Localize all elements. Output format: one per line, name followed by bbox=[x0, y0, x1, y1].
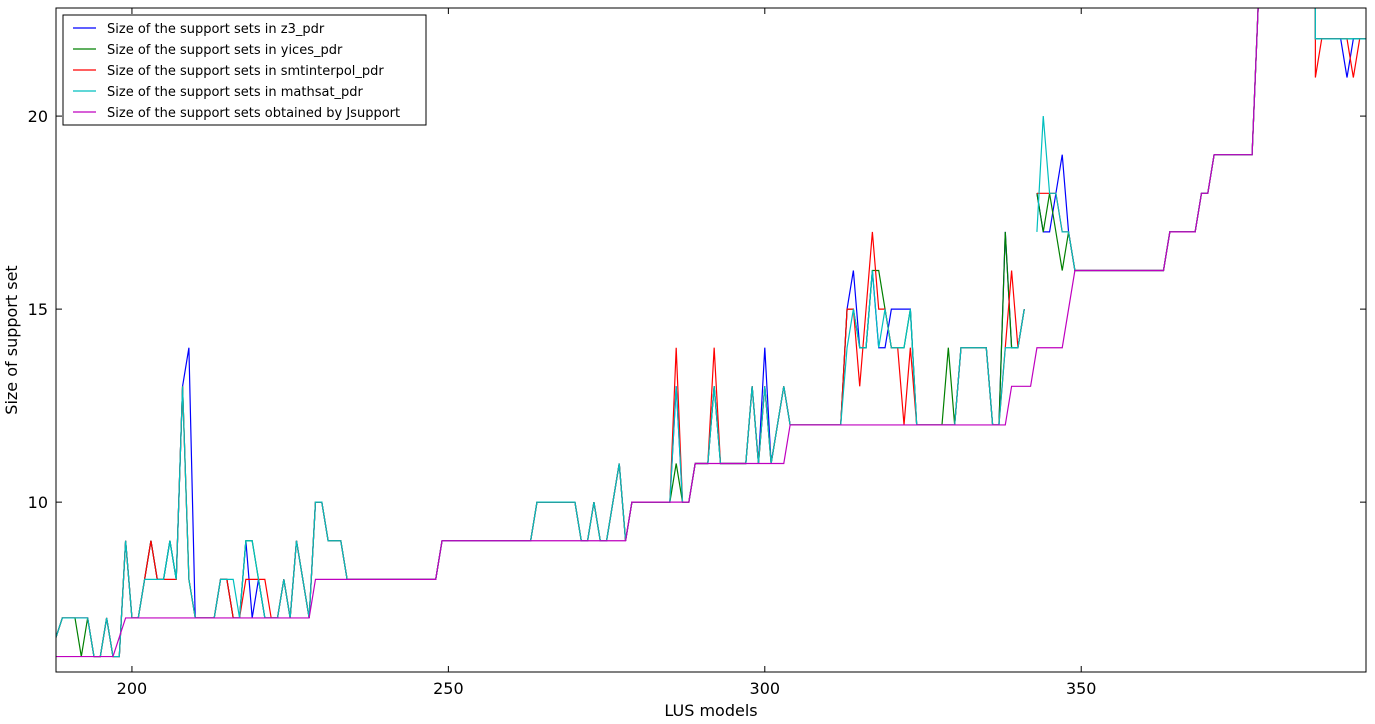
x-axis-label: LUS models bbox=[664, 701, 757, 720]
x-tick-label: 200 bbox=[117, 679, 148, 698]
series-line-4 bbox=[56, 8, 1259, 658]
x-tick-label: 300 bbox=[750, 679, 781, 698]
series-layer bbox=[56, 8, 1366, 658]
legend-label: Size of the support sets obtained by Jsu… bbox=[107, 106, 400, 121]
plot-frame bbox=[55, 7, 1367, 673]
legend-label: Size of the support sets in z3_pdr bbox=[107, 22, 325, 37]
y-tick-label: 10 bbox=[28, 493, 48, 512]
x-tick-label: 250 bbox=[433, 679, 464, 698]
tick-layer: 200 250 300 350 10 15 20 bbox=[28, 8, 1366, 698]
legend: Size of the support sets in z3_pdr Size o… bbox=[62, 14, 427, 126]
y-tick-label: 15 bbox=[28, 300, 48, 319]
legend-label: Size of the support sets in mathsat_pdr bbox=[107, 85, 364, 100]
legend-box bbox=[62, 14, 427, 126]
x-tick-label: 350 bbox=[1066, 679, 1097, 698]
y-axis-label: Size of support set bbox=[2, 265, 21, 414]
legend-label: Size of the support sets in yices_pdr bbox=[107, 43, 343, 58]
legend-label: Size of the support sets in smtinterpol_… bbox=[107, 64, 384, 79]
y-tick-label: 20 bbox=[28, 107, 48, 126]
